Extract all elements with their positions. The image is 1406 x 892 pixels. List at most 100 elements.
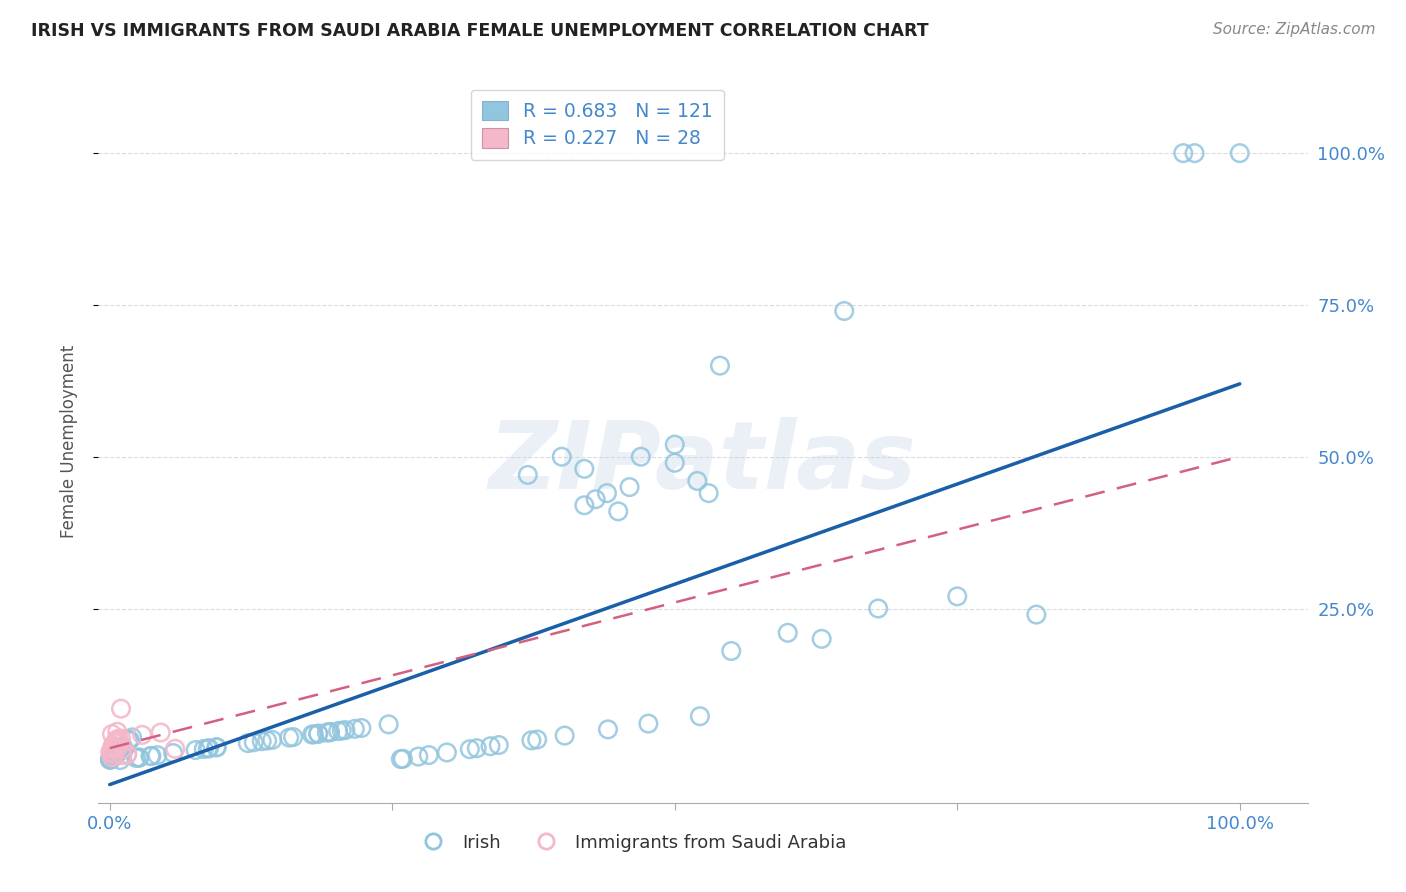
Point [101,750,124,764]
Point [392,752,415,766]
Point [516,467,538,482]
Point [335,723,357,738]
Point [319,725,342,739]
Point [236,736,259,750]
Point [101,751,124,765]
Point [418,747,440,762]
Point [104,747,127,762]
Point [108,742,131,756]
Point [315,725,337,739]
Point [162,746,184,760]
Point [98,745,121,759]
Point [326,724,349,739]
Point [551,450,574,464]
Point [377,717,399,731]
Point [343,722,366,736]
Point [111,741,134,756]
Point [110,701,132,715]
Point [107,734,129,748]
Point [121,731,143,745]
Point [107,744,129,758]
Point [101,750,124,764]
Point [149,725,172,739]
Point [619,480,641,494]
Point [1173,146,1195,161]
Point [104,742,127,756]
Point [607,504,630,518]
Point [101,740,124,755]
Point [103,748,125,763]
Point [103,749,125,764]
Point [105,746,128,760]
Point [307,727,329,741]
Point [302,727,325,741]
Point [574,462,596,476]
Point [250,734,273,748]
Point [115,747,138,762]
Point [307,727,329,741]
Point [197,741,219,756]
Point [101,750,124,764]
Point [330,723,353,738]
Text: Source: ZipAtlas.com: Source: ZipAtlas.com [1212,22,1375,37]
Point [111,739,134,754]
Point [105,735,128,749]
Point [104,748,127,763]
Point [98,753,121,767]
Point [198,741,221,756]
Point [574,498,596,512]
Point [141,748,163,763]
Point [103,749,125,764]
Point [810,632,832,646]
Point [98,752,121,766]
Point [526,732,548,747]
Point [107,745,129,759]
Point [146,748,169,763]
Point [281,730,304,744]
Point [128,750,150,764]
Point [1025,607,1047,622]
Point [107,744,129,758]
Point [408,749,430,764]
Text: IRISH VS IMMIGRANTS FROM SAUDI ARABIA FEMALE UNEMPLOYMENT CORRELATION CHART: IRISH VS IMMIGRANTS FROM SAUDI ARABIA FE… [31,22,928,40]
Point [104,741,127,756]
Point [105,746,128,760]
Point [262,732,284,747]
Point [868,601,890,615]
Point [458,742,481,756]
Point [350,721,373,735]
Point [105,747,128,762]
Point [118,732,141,747]
Point [720,644,742,658]
Point [278,731,301,745]
Point [107,731,129,746]
Point [637,716,659,731]
Point [318,725,340,739]
Point [110,731,132,746]
Point [1229,146,1251,161]
Point [193,742,215,756]
Point [689,709,711,723]
Point [832,304,855,318]
Point [111,740,134,755]
Point [118,733,141,747]
Point [125,751,148,765]
Point [664,437,686,451]
Point [256,733,278,747]
Point [117,734,139,748]
Point [205,740,228,755]
Point [488,738,510,752]
Point [98,753,121,767]
Point [301,727,323,741]
Point [128,750,150,764]
Point [103,748,125,763]
Point [100,751,122,765]
Point [596,486,619,500]
Point [104,747,127,761]
Point [101,739,124,753]
Point [630,450,652,464]
Point [664,456,686,470]
Point [105,724,128,739]
Point [389,752,412,766]
Point [111,740,134,755]
